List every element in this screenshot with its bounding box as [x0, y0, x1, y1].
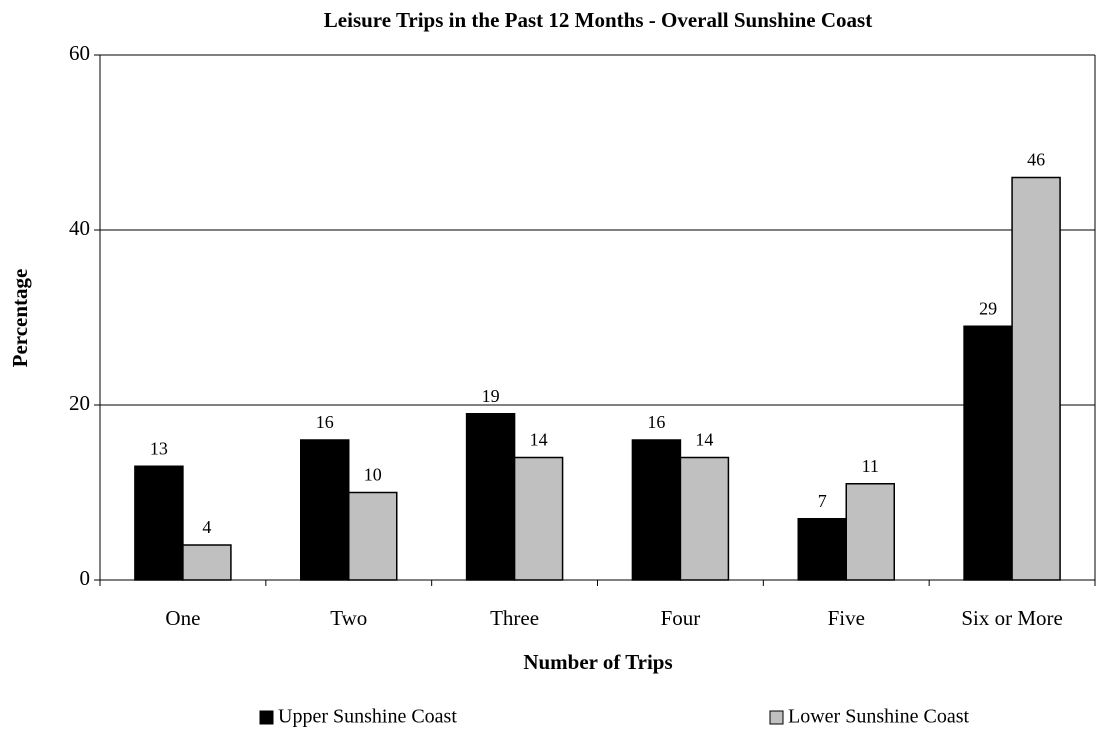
y-tick-label: 60	[69, 41, 90, 65]
data-label: 10	[364, 465, 382, 485]
y-tick-label: 0	[80, 566, 91, 590]
x-tick-label: One	[165, 606, 200, 630]
data-label: 16	[316, 412, 334, 432]
legend-swatch	[259, 710, 274, 725]
bar	[679, 456, 730, 581]
bar	[134, 465, 184, 581]
bar	[1011, 176, 1061, 581]
data-label: 4	[202, 517, 211, 537]
data-label: 14	[695, 430, 713, 450]
x-tick-label: Three	[490, 606, 539, 630]
x-axis-title: Number of Trips	[523, 650, 672, 674]
y-axis-title: Percentage	[8, 269, 32, 368]
data-label: 14	[530, 430, 548, 450]
bar	[182, 544, 232, 581]
legend-swatch	[769, 710, 784, 725]
bar	[845, 483, 895, 581]
chart-title: Leisure Trips in the Past 12 Months - Ov…	[324, 8, 872, 32]
y-tick-label: 20	[69, 391, 90, 415]
data-label: 19	[482, 386, 500, 406]
x-tick-label: Two	[330, 606, 367, 630]
bar	[963, 325, 1013, 581]
data-label: 46	[1027, 150, 1045, 170]
bar	[300, 439, 350, 581]
y-tick-label: 40	[69, 216, 90, 240]
bar	[797, 518, 847, 581]
bar	[631, 439, 682, 581]
data-label: 16	[647, 412, 665, 432]
x-tick-label: Six or More	[961, 606, 1063, 630]
x-tick-label: Four	[661, 606, 701, 630]
bar	[513, 456, 564, 581]
legend-label: Upper Sunshine Coast	[278, 706, 457, 728]
data-label: 13	[150, 438, 168, 458]
data-label: 11	[862, 456, 879, 476]
data-label: 7	[818, 491, 827, 511]
bar	[348, 491, 398, 581]
x-tick-label: Five	[828, 606, 865, 630]
data-label: 29	[979, 298, 997, 318]
bar	[465, 413, 516, 581]
legend-label: Lower Sunshine Coast	[788, 706, 970, 728]
